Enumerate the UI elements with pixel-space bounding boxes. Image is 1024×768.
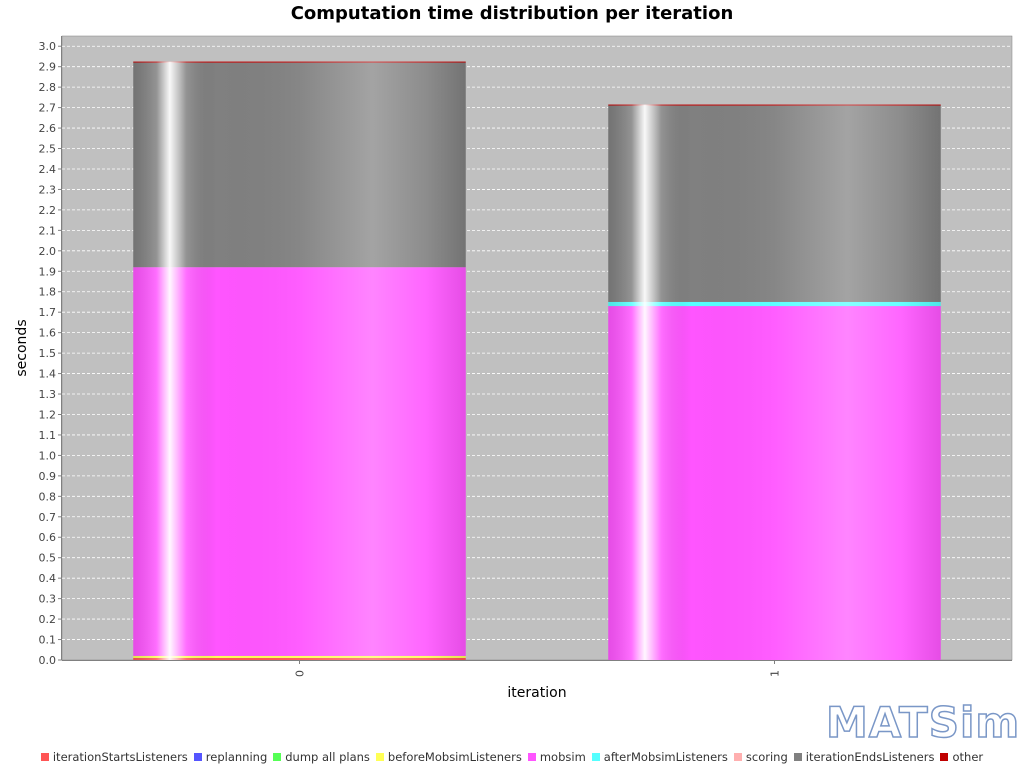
- y-tick-label: 2.3: [39, 183, 57, 196]
- matsim-logo: MATSim: [825, 698, 1021, 747]
- legend-label: dump all plans: [285, 750, 370, 764]
- y-tick-label: 2.1: [39, 224, 57, 237]
- y-tick-label: 1.4: [39, 368, 57, 381]
- y-tick-label: 2.7: [39, 102, 57, 115]
- y-tick-label: 2.9: [39, 61, 57, 74]
- y-tick-label: 0.3: [39, 593, 57, 606]
- legend-swatch: [40, 753, 49, 761]
- y-tick-label: 1.0: [39, 449, 57, 462]
- y-tick-label: 0.6: [39, 531, 57, 544]
- y-tick-label: 1.6: [39, 327, 57, 340]
- legend-label: other: [952, 750, 984, 764]
- chart-legend: iterationStartsListeners replanning dump a…: [0, 750, 1024, 764]
- legend-item: scoring: [733, 750, 788, 764]
- legend-item: dump all plans: [273, 750, 370, 764]
- y-tick-label: 0.9: [39, 470, 57, 483]
- legend-label: afterMobsimListeners: [603, 750, 728, 764]
- legend-swatch: [591, 753, 600, 761]
- y-tick-label: 1.1: [39, 429, 57, 442]
- legend-swatch: [273, 753, 282, 761]
- y-tick-label: 0.5: [39, 552, 57, 565]
- legend-swatch: [375, 753, 384, 761]
- x-tick-label: 1: [769, 670, 782, 677]
- legend-swatch: [193, 753, 202, 761]
- y-tick-label: 0.1: [39, 634, 57, 647]
- legend-item: iterationStartsListeners: [40, 750, 188, 764]
- y-tick-label: 0.4: [39, 572, 57, 585]
- legend-item: replanning: [193, 750, 268, 764]
- legend-swatch: [733, 753, 742, 761]
- legend-label: beforeMobsimListeners: [387, 750, 522, 764]
- y-tick-label: 0.7: [39, 511, 57, 524]
- legend-item: iterationEndsListeners: [793, 750, 935, 764]
- legend-item: beforeMobsimListeners: [375, 750, 522, 764]
- legend-item: afterMobsimListeners: [591, 750, 728, 764]
- y-axis-label: seconds: [14, 319, 30, 376]
- y-tick-label: 1.9: [39, 265, 57, 278]
- y-tick-label: 1.5: [39, 347, 57, 360]
- y-tick-label: 1.3: [39, 388, 57, 401]
- bar-gloss: [133, 61, 466, 660]
- legend-swatch: [793, 753, 802, 761]
- x-axis-label: iteration: [507, 685, 566, 701]
- legend-label: mobsim: [539, 750, 586, 764]
- chart-canvas: 0.0 0.1 0.2 0.3 0.4 0.5 0.6 0.7 0.8 0.9 1.0 1.1 1.2 1…: [14, 35, 1013, 701]
- y-tick-label: 0.8: [39, 490, 57, 503]
- legend-item: other: [940, 750, 983, 764]
- legend-label: iterationStartsListeners: [52, 750, 188, 764]
- bar-gloss: [608, 104, 941, 660]
- legend-label: iterationEndsListeners: [805, 750, 935, 764]
- y-axis-ticks: 0.0 0.1 0.2 0.3 0.4 0.5 0.6 0.7 0.8 0.9 1.0 1.1 1.2 1…: [39, 40, 62, 667]
- legend-item: mobsim: [527, 750, 586, 764]
- y-tick-label: 2.0: [39, 245, 57, 258]
- y-tick-label: 2.6: [39, 122, 57, 135]
- y-tick-label: 0.2: [39, 613, 57, 626]
- chart-title: Computation time distribution per iterat…: [290, 3, 734, 24]
- y-tick-label: 1.7: [39, 306, 57, 319]
- y-tick-label: 2.5: [39, 143, 57, 156]
- legend-swatch: [527, 753, 536, 761]
- legend-label: scoring: [745, 750, 788, 764]
- y-tick-label: 3.0: [39, 40, 57, 53]
- bars: [133, 61, 941, 660]
- y-tick-label: 2.4: [39, 163, 57, 176]
- y-tick-label: 1.8: [39, 286, 57, 299]
- legend-label: replanning: [205, 750, 268, 764]
- y-tick-label: 2.8: [39, 81, 57, 94]
- y-tick-label: 1.2: [39, 408, 57, 421]
- y-tick-label: 2.2: [39, 204, 57, 217]
- y-tick-label: 0.0: [39, 654, 57, 667]
- legend-swatch: [940, 753, 949, 761]
- x-tick-label: 0: [294, 670, 307, 677]
